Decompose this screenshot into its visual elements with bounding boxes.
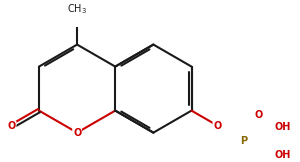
- Text: O: O: [8, 122, 16, 132]
- Text: O: O: [255, 110, 263, 120]
- Text: OH: OH: [275, 122, 291, 132]
- Text: CH$_3$: CH$_3$: [67, 2, 87, 16]
- Text: OH: OH: [275, 150, 291, 160]
- Text: P: P: [241, 136, 248, 146]
- Text: O: O: [213, 121, 222, 131]
- Text: O: O: [73, 128, 81, 138]
